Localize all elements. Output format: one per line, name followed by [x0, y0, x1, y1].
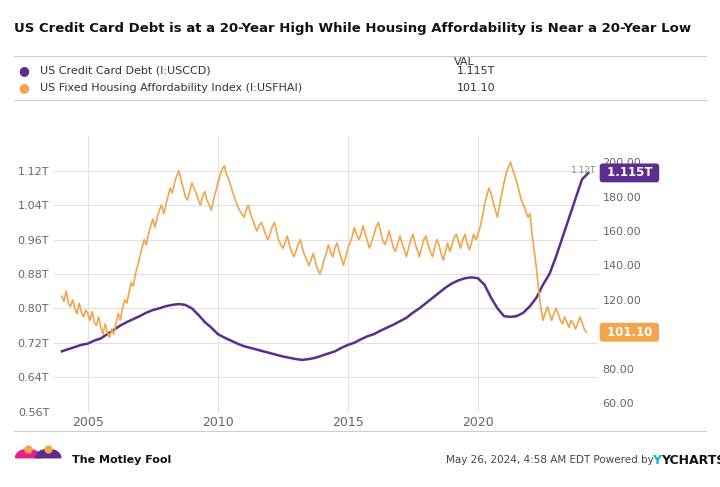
Text: 1.115T: 1.115T	[603, 167, 656, 179]
Text: 1.115T: 1.115T	[457, 66, 495, 75]
Text: VAL: VAL	[454, 57, 474, 67]
Text: ●: ●	[18, 81, 29, 94]
Text: US Credit Card Debt (I:USCCD): US Credit Card Debt (I:USCCD)	[40, 66, 210, 75]
Text: 101.10: 101.10	[603, 326, 656, 339]
Wedge shape	[16, 449, 41, 458]
Text: ●: ●	[18, 64, 29, 77]
Text: May 26, 2024, 4:58 AM EDT Powered by: May 26, 2024, 4:58 AM EDT Powered by	[446, 455, 657, 465]
Text: 101.10: 101.10	[457, 83, 496, 93]
Text: Y: Y	[652, 454, 661, 467]
Text: 1.12T: 1.12T	[571, 166, 596, 175]
Text: The Motley Fool: The Motley Fool	[72, 455, 171, 465]
Wedge shape	[36, 449, 61, 458]
Text: US Credit Card Debt is at a 20-Year High While Housing Affordability is Near a 2: US Credit Card Debt is at a 20-Year High…	[14, 22, 691, 35]
Text: YCHARTS: YCHARTS	[661, 454, 720, 467]
Text: US Fixed Housing Affordability Index (I:USFHAI): US Fixed Housing Affordability Index (I:…	[40, 83, 302, 93]
